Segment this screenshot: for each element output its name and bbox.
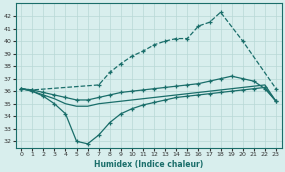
X-axis label: Humidex (Indice chaleur): Humidex (Indice chaleur) — [94, 159, 203, 169]
